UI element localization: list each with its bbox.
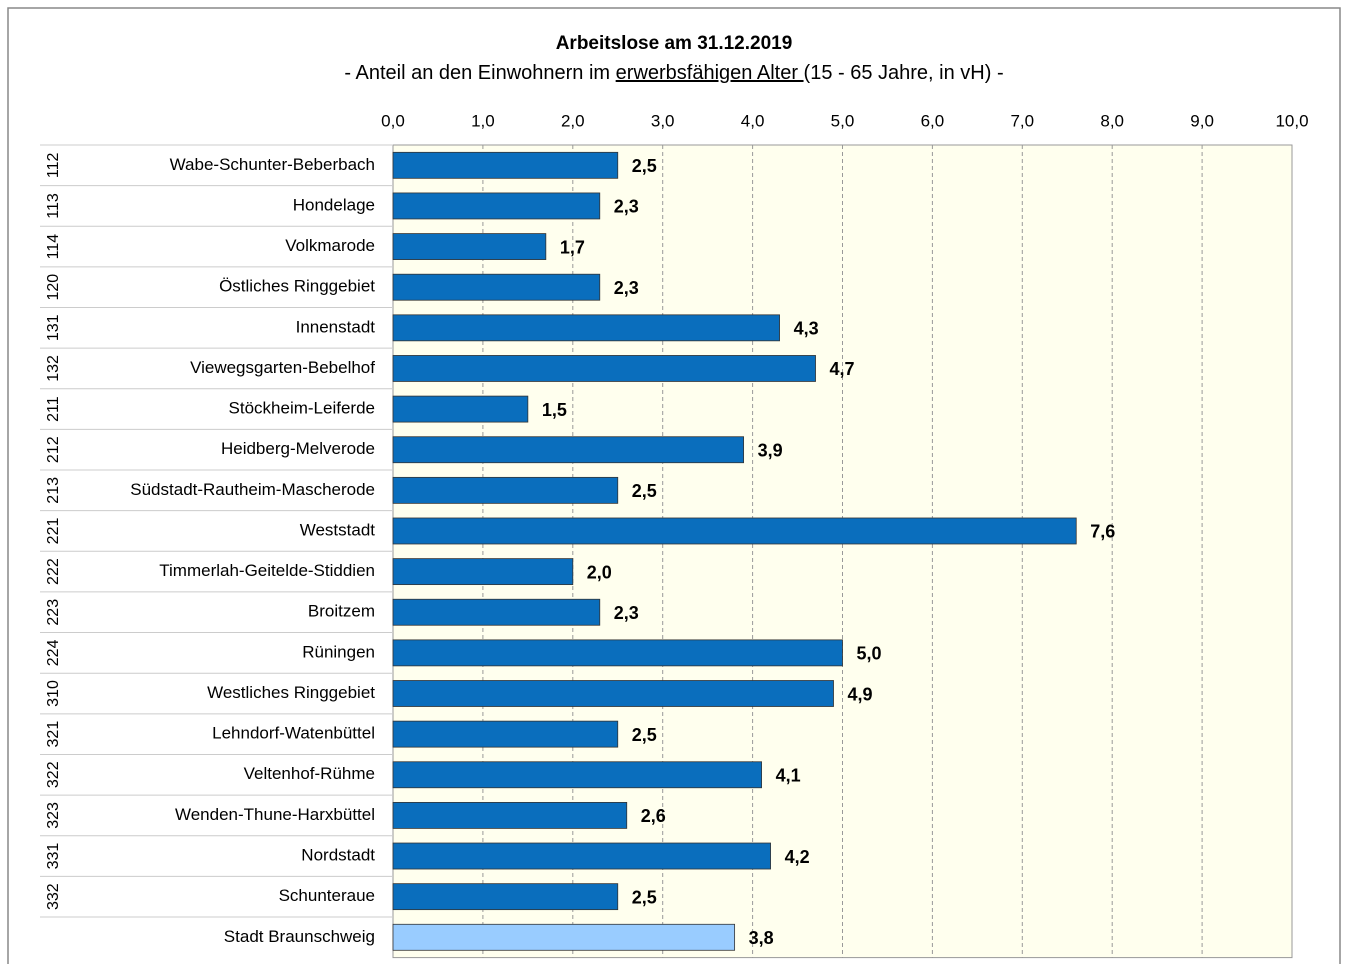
value-label: 7,6 <box>1090 522 1115 542</box>
value-label: 1,7 <box>560 237 585 257</box>
subtitle-part: - Anteil an den Einwohnern im <box>344 62 615 84</box>
code-label: 112 <box>45 152 62 178</box>
code-label: 310 <box>45 680 62 707</box>
bar <box>392 273 601 301</box>
value-label: 3,8 <box>749 928 774 948</box>
bar <box>392 355 816 382</box>
code-label: 131 <box>45 314 62 341</box>
value-label: 2,3 <box>614 197 639 217</box>
bar <box>392 192 601 220</box>
bar <box>392 151 619 179</box>
bar <box>392 233 547 260</box>
code-label: 331 <box>45 843 62 870</box>
value-label: 2,5 <box>632 481 657 501</box>
bar <box>392 395 529 423</box>
code-label: 332 <box>45 883 62 910</box>
bar <box>392 720 619 748</box>
bar <box>392 598 601 626</box>
x-tick-label: 2,0 <box>561 111 585 130</box>
code-label: 113 <box>45 193 62 219</box>
code-label: 321 <box>45 721 62 748</box>
code-label: 132 <box>45 355 62 382</box>
chart-title: Arbeitslose am 31.12.2019 <box>556 33 793 54</box>
value-label: 4,2 <box>785 847 810 867</box>
value-label: 2,6 <box>641 806 666 826</box>
x-tick-label: 0,0 <box>381 111 405 130</box>
code-label: 222 <box>45 558 62 585</box>
category-label: Veltenhof-Rühme <box>244 764 375 783</box>
code-label: 221 <box>45 518 62 545</box>
category-label: Wenden-Thune-Harxbüttel <box>175 805 375 824</box>
x-tick-label: 7,0 <box>1010 111 1034 130</box>
code-label: 212 <box>45 436 62 463</box>
bar <box>392 801 628 829</box>
chart-subtitle: - Anteil an den Einwohnern im erwerbsfäh… <box>344 62 1003 84</box>
code-label: 213 <box>45 477 62 504</box>
category-label: Viewegsgarten-Bebelhof <box>190 358 375 377</box>
subtitle-part: (15 - 65 Jahre, in vH) - <box>804 62 1004 84</box>
x-tick-label: 5,0 <box>831 111 855 130</box>
value-label: 2,5 <box>632 725 657 745</box>
category-label: Stöckheim-Leiferde <box>229 399 375 418</box>
x-tick-label: 9,0 <box>1190 111 1214 130</box>
x-tick-label: 3,0 <box>651 111 675 130</box>
category-label: Schunteraue <box>279 886 375 905</box>
category-label: Timmerlah-Geitelde-Stiddien <box>159 561 375 580</box>
x-tick-label: 1,0 <box>471 111 495 130</box>
category-label: Volkmarode <box>285 236 375 255</box>
x-tick-label: 10,0 <box>1275 111 1308 130</box>
code-label: 114 <box>45 234 62 260</box>
category-label: Lehndorf-Watenbüttel <box>212 724 375 743</box>
bar <box>392 639 843 667</box>
value-label: 2,0 <box>587 562 612 582</box>
value-label: 4,7 <box>830 359 855 379</box>
category-label: Nordstadt <box>301 846 375 865</box>
category-label: Weststadt <box>300 520 376 539</box>
bar <box>392 436 745 464</box>
bar <box>392 517 1077 545</box>
code-label: 224 <box>45 639 62 666</box>
code-label: 322 <box>45 761 62 788</box>
category-label: Broitzem <box>308 602 375 621</box>
value-label: 2,5 <box>632 887 657 907</box>
value-label: 2,3 <box>614 278 639 298</box>
category-label: Südstadt-Rautheim-Mascherode <box>130 480 375 499</box>
code-label: 120 <box>45 274 62 301</box>
value-label: 2,3 <box>614 603 639 623</box>
category-label: Östliches Ringgebiet <box>219 277 375 296</box>
bar <box>392 558 574 586</box>
value-label: 4,1 <box>776 766 801 786</box>
category-label: Innenstadt <box>296 317 376 336</box>
x-tick-label: 4,0 <box>741 111 765 130</box>
category-label: Stadt Braunschweig <box>224 927 375 946</box>
bar <box>392 314 780 342</box>
bar <box>392 883 619 911</box>
bar <box>392 680 834 707</box>
code-label: 223 <box>45 599 62 626</box>
category-label: Heidberg-Melverode <box>221 439 375 458</box>
bar <box>392 476 619 504</box>
bar <box>392 761 762 789</box>
bar <box>392 923 736 951</box>
value-label: 3,9 <box>758 440 783 460</box>
category-label: Rüningen <box>302 642 375 661</box>
x-tick-label: 6,0 <box>921 111 945 130</box>
category-label: Wabe-Schunter-Beberbach <box>170 155 375 174</box>
value-label: 4,3 <box>794 319 819 339</box>
category-label: Westliches Ringgebiet <box>207 683 375 702</box>
value-label: 1,5 <box>542 400 567 420</box>
bar <box>392 842 771 870</box>
subtitle-part: erwerbsfähigen Alter <box>616 62 804 84</box>
category-label: Hondelage <box>293 195 375 214</box>
code-label: 211 <box>45 396 62 422</box>
value-label: 2,5 <box>632 156 657 176</box>
x-tick-label: 8,0 <box>1100 111 1124 130</box>
value-label: 5,0 <box>857 644 882 664</box>
value-label: 4,9 <box>848 684 873 704</box>
code-label: 323 <box>45 802 62 829</box>
